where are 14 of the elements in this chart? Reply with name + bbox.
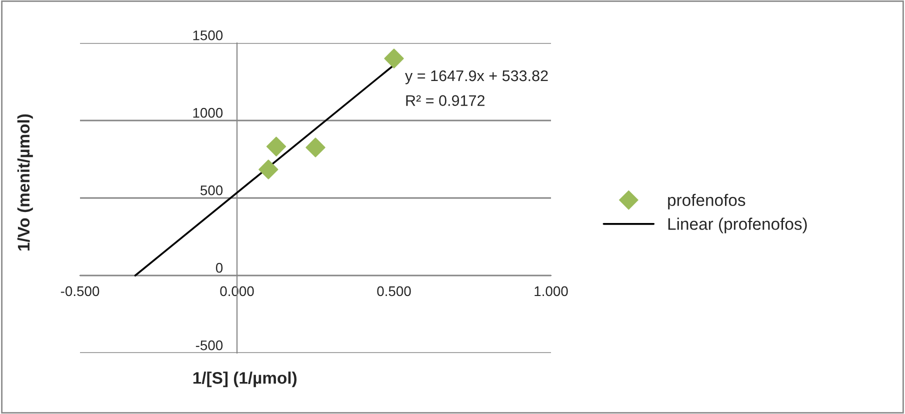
legend-label: profenofos	[668, 194, 746, 210]
y-tick-label: 1000	[193, 108, 223, 118]
x-tick-label: -0.500	[60, 286, 100, 296]
y-tick-label: 1500	[193, 30, 223, 40]
y-axis-title: 1/Vo (menit/µmol)	[17, 114, 33, 250]
x-axis-title: 1/[S] (1/µmol)	[193, 372, 297, 388]
y-tick-label: 0	[216, 262, 223, 273]
y-tick-label: 500	[200, 185, 223, 196]
y-tick-label: -500	[196, 340, 223, 350]
legend-label: Linear (profenofos)	[668, 218, 807, 234]
annotation: y = 1647.9x + 533.82	[405, 70, 548, 84]
x-tick-label: 0.500	[377, 286, 411, 296]
annotation: R² = 0.9172	[406, 95, 484, 106]
x-tick-label: 1.000	[534, 286, 568, 296]
